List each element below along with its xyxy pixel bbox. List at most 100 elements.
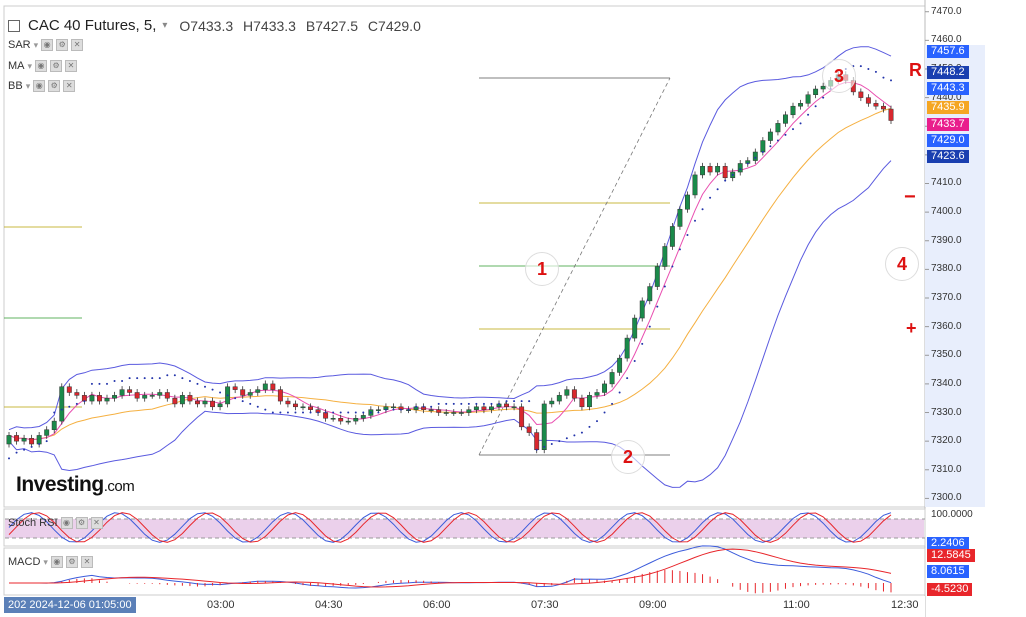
sar-dot (264, 408, 267, 411)
sar-dot (776, 139, 779, 142)
stoch-d-line (8, 512, 892, 543)
gear-icon[interactable]: ⚙ (75, 517, 88, 529)
candle (330, 418, 336, 420)
candle (767, 131, 773, 141)
candle (127, 389, 133, 393)
candle (217, 403, 223, 408)
candle (489, 406, 494, 410)
close-icon[interactable]: ✕ (71, 39, 84, 51)
candle (202, 400, 208, 405)
price-label: 7443.3 (927, 82, 969, 95)
right-margin (985, 0, 1026, 617)
sar-dot (754, 156, 757, 159)
zoom-in-button[interactable]: + (906, 318, 917, 338)
y-tick-label: 7380.0 (931, 263, 962, 275)
sar-dot (8, 457, 10, 460)
sar-dot (520, 400, 523, 403)
collapse-icon[interactable] (8, 19, 20, 32)
eye-icon[interactable]: ◉ (60, 517, 73, 529)
y-tick-label: 7370.0 (931, 292, 962, 303)
candle (654, 266, 660, 287)
gear-icon[interactable]: ⚙ (50, 60, 63, 72)
sar-dot (181, 377, 184, 380)
investing-logo: Investing.com (16, 473, 135, 497)
eye-icon[interactable]: ◉ (50, 556, 63, 568)
sar-dot (618, 391, 621, 394)
chevron-down-icon[interactable]: ▾ (43, 556, 48, 567)
sar-dot (716, 188, 719, 191)
sar-dot (814, 105, 817, 108)
candle (632, 317, 638, 339)
macd-label: 12.5845 (927, 549, 975, 562)
candle (534, 432, 540, 450)
sar-dot (513, 400, 516, 403)
candle (790, 105, 796, 116)
gear-icon[interactable]: ⚙ (56, 39, 69, 51)
sar-dot (792, 128, 794, 131)
gear-icon[interactable]: ⚙ (65, 556, 78, 568)
indicator-ma[interactable]: MA ▾ ◉ ⚙ ✕ (8, 60, 78, 72)
eye-icon[interactable]: ◉ (35, 60, 48, 72)
x-tick-label: 11:00 (783, 599, 810, 611)
indicator-macd-label: MACD (8, 556, 41, 568)
logo-main: Investing (16, 473, 104, 496)
eye-icon[interactable]: ◉ (33, 80, 46, 92)
candle (157, 392, 163, 396)
sar-dot (890, 79, 892, 82)
candle (179, 395, 185, 405)
bollinger-lower (8, 160, 892, 488)
candle (6, 435, 12, 445)
chevron-down-icon[interactable]: ▾ (162, 20, 168, 31)
candle (21, 438, 27, 442)
candle (639, 300, 645, 319)
wave-label-3[interactable]: 3 (822, 59, 856, 93)
eye-icon[interactable]: ◉ (41, 39, 54, 51)
wave-label-2[interactable]: 2 (611, 440, 645, 474)
sar-dot (769, 145, 772, 148)
sar-dot (859, 65, 862, 68)
chevron-down-icon[interactable]: ▾ (33, 39, 39, 50)
sar-dot (663, 285, 666, 288)
candle (556, 395, 562, 402)
candle (677, 209, 683, 227)
logo-suffix: .com (103, 478, 135, 495)
indicator-stoch-label: Stoch RSI (8, 517, 58, 529)
moving-average-slow (8, 107, 892, 441)
sar-dot (279, 411, 282, 414)
candle (232, 386, 238, 390)
candle (617, 357, 623, 373)
zoom-out-button[interactable]: − (904, 186, 916, 208)
chevron-down-icon[interactable]: ▾ (27, 60, 33, 71)
indicator-macd[interactable]: MACD ▾ ◉ ⚙ ✕ (8, 556, 93, 568)
candle (247, 392, 253, 396)
sar-dot (415, 405, 418, 408)
close-icon[interactable]: ✕ (63, 80, 76, 92)
sar-dot (656, 305, 659, 308)
close-icon[interactable]: ✕ (65, 60, 78, 72)
sar-dot (565, 437, 568, 440)
sar-dot (53, 411, 56, 414)
close-icon[interactable]: ✕ (90, 517, 103, 529)
stoch-band (5, 519, 924, 538)
moving-average-fast (8, 81, 892, 441)
candle (59, 386, 65, 422)
chevron-down-icon[interactable]: ▾ (25, 80, 31, 91)
macd-label: -4.5230 (927, 583, 973, 596)
indicator-sar[interactable]: SAR ▾ ◉ ⚙ ✕ (8, 39, 84, 51)
sar-dot (573, 434, 576, 437)
wave-label-1[interactable]: 1 (525, 252, 559, 286)
sar-dot (23, 448, 26, 451)
sar-dot (15, 451, 18, 454)
sar-dot (173, 374, 176, 377)
candle (149, 395, 155, 397)
main-pane (3, 5, 926, 508)
instrument-title: CAC 40 Futures, 5, (28, 17, 157, 34)
candle (308, 406, 313, 410)
gear-icon[interactable]: ⚙ (48, 80, 61, 92)
close-icon[interactable]: ✕ (80, 556, 93, 568)
indicator-bb-label: BB (8, 80, 23, 92)
indicator-bb[interactable]: BB ▾ ◉ ⚙ ✕ (8, 80, 76, 92)
wave-label-4[interactable]: 4 (885, 247, 919, 281)
indicator-stoch-rsi[interactable]: Stoch RSI ◉ ⚙ ✕ (8, 517, 103, 529)
